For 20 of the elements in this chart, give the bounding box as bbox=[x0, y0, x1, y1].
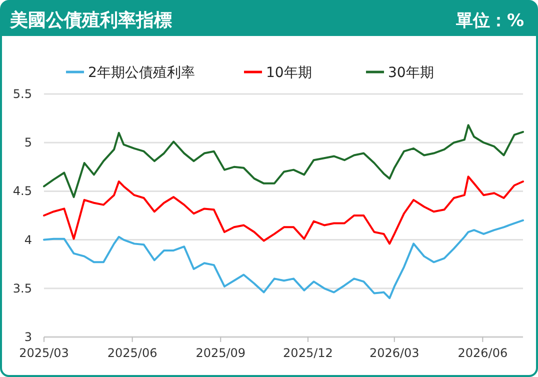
line-series bbox=[43, 176, 524, 245]
y-tick-label: 3.5 bbox=[12, 281, 32, 296]
x-tick-label: 2025/09 bbox=[196, 346, 246, 360]
legend-label: 2年期公債殖利率 bbox=[88, 65, 195, 81]
x-tick-label: 2026/03 bbox=[369, 346, 420, 360]
y-tick-label: 5.5 bbox=[12, 87, 32, 101]
legend-label: 30年期 bbox=[388, 65, 434, 81]
chart-title: 美國公債殖利率指標 bbox=[9, 10, 172, 31]
y-tick-label: 3 bbox=[24, 330, 32, 344]
chart-subtitle: 單位：% bbox=[454, 11, 524, 31]
legend-label: 10年期 bbox=[266, 65, 312, 81]
x-tick-label: 2025/06 bbox=[107, 346, 158, 360]
line-series bbox=[43, 219, 524, 300]
x-tick-label: 2026/06 bbox=[458, 346, 508, 360]
line-series bbox=[43, 124, 524, 198]
y-tick-label: 4.5 bbox=[12, 184, 32, 198]
x-tick-label: 2025/12 bbox=[283, 346, 333, 360]
y-tick-label: 5 bbox=[24, 136, 32, 150]
x-tick-label: 2025/03 bbox=[19, 346, 69, 360]
y-tick-label: 4 bbox=[24, 232, 32, 247]
